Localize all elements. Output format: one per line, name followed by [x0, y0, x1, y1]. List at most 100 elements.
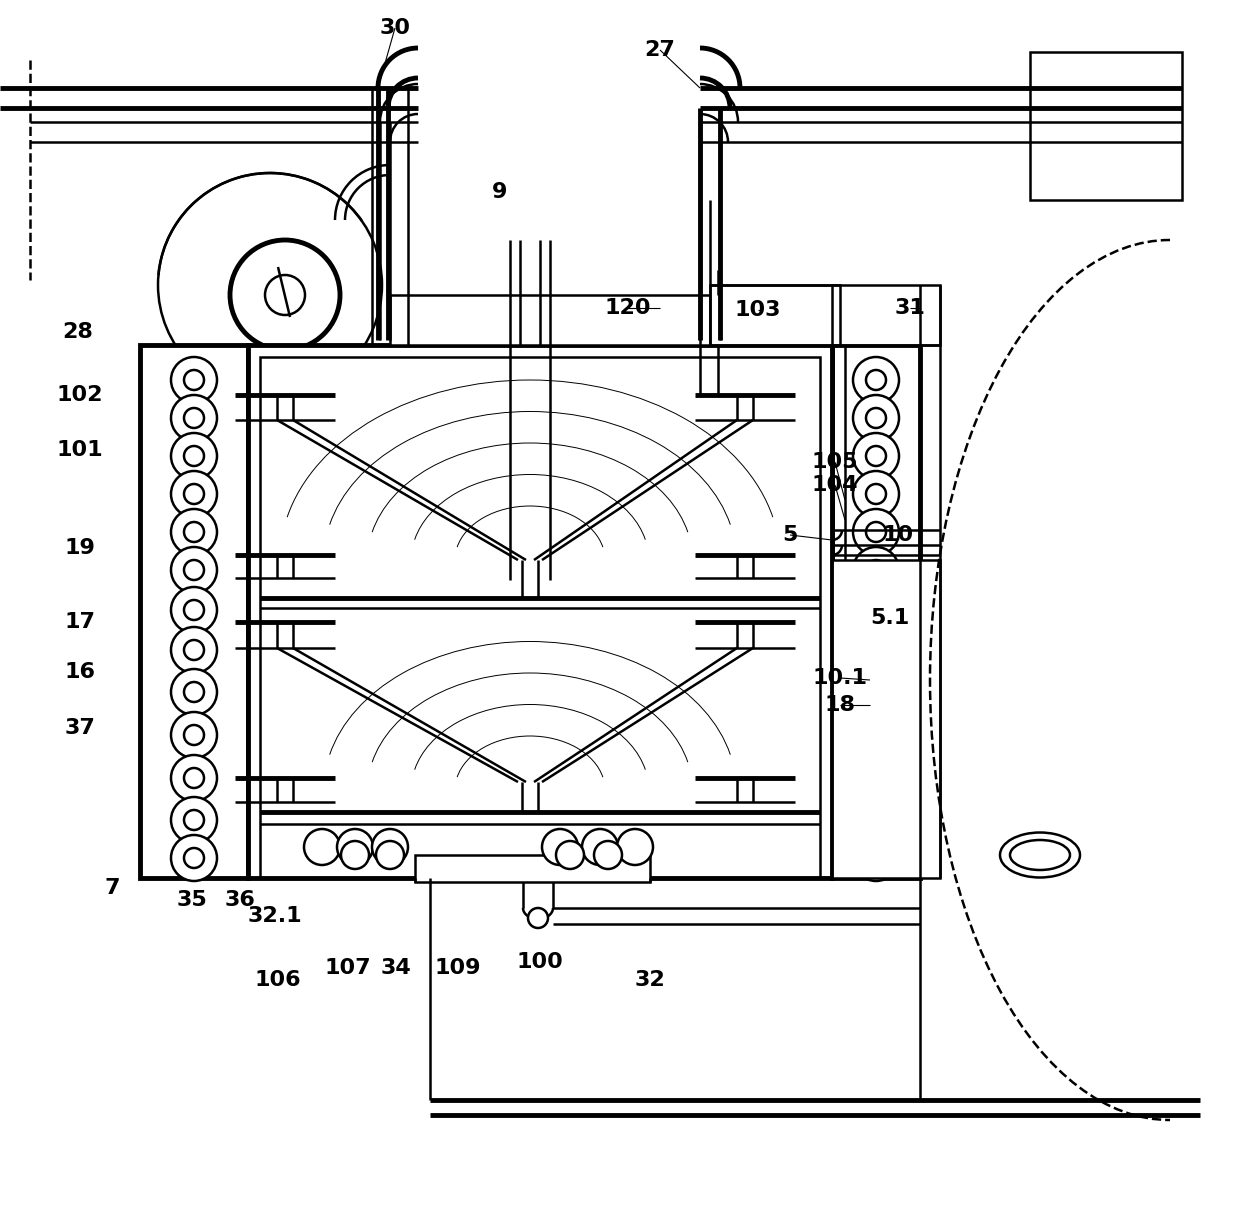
Circle shape [171, 627, 217, 673]
Text: 106: 106 [254, 970, 301, 989]
Text: 17: 17 [64, 612, 95, 632]
Circle shape [184, 768, 205, 788]
Circle shape [582, 829, 618, 865]
Circle shape [853, 627, 899, 673]
Circle shape [853, 755, 899, 801]
Bar [832, 345, 920, 878]
Bar [415, 855, 650, 882]
Circle shape [618, 829, 653, 865]
Circle shape [171, 395, 217, 442]
Text: 10.1: 10.1 [812, 668, 868, 689]
Bar [832, 560, 940, 878]
Bar [711, 285, 839, 345]
Text: 37: 37 [64, 718, 95, 737]
Text: 30: 30 [379, 18, 410, 38]
Circle shape [171, 587, 217, 634]
Circle shape [184, 446, 205, 466]
Circle shape [866, 682, 887, 702]
Circle shape [853, 547, 899, 593]
Circle shape [866, 725, 887, 745]
Circle shape [171, 755, 217, 801]
Text: 28: 28 [62, 322, 93, 342]
Circle shape [853, 509, 899, 555]
Text: 102: 102 [57, 385, 103, 405]
Circle shape [376, 841, 404, 870]
Text: 107: 107 [325, 958, 371, 978]
Bar [832, 285, 940, 345]
Circle shape [594, 841, 622, 870]
Text: 35: 35 [176, 890, 207, 910]
Circle shape [265, 275, 305, 316]
Text: 5: 5 [782, 525, 797, 545]
Circle shape [184, 484, 205, 504]
Circle shape [853, 712, 899, 758]
Text: 27: 27 [645, 40, 676, 60]
Circle shape [184, 810, 205, 830]
Circle shape [184, 848, 205, 868]
Text: 18: 18 [825, 695, 856, 715]
Circle shape [866, 600, 887, 620]
Circle shape [171, 669, 217, 715]
Circle shape [853, 587, 899, 634]
Circle shape [866, 446, 887, 466]
Text: 100: 100 [517, 951, 563, 972]
Text: 34: 34 [381, 958, 412, 978]
Bar [260, 357, 820, 878]
Text: 103: 103 [735, 300, 781, 320]
Circle shape [341, 841, 370, 870]
Circle shape [866, 522, 887, 542]
Circle shape [853, 797, 899, 843]
Circle shape [184, 600, 205, 620]
Circle shape [542, 829, 578, 865]
Bar [391, 295, 711, 345]
Circle shape [184, 560, 205, 580]
Circle shape [184, 522, 205, 542]
Bar [1030, 53, 1182, 201]
Text: 32.1: 32.1 [248, 906, 303, 926]
Circle shape [556, 841, 584, 870]
Circle shape [853, 357, 899, 404]
Circle shape [171, 509, 217, 555]
Circle shape [853, 669, 899, 715]
Circle shape [866, 560, 887, 580]
Bar [140, 345, 248, 878]
Circle shape [337, 829, 373, 865]
Circle shape [866, 484, 887, 504]
Circle shape [171, 835, 217, 881]
Circle shape [171, 712, 217, 758]
Text: 105: 105 [812, 453, 858, 472]
Circle shape [184, 371, 205, 390]
Circle shape [184, 640, 205, 660]
Circle shape [171, 433, 217, 479]
Circle shape [171, 357, 217, 404]
Bar [248, 345, 832, 878]
Circle shape [171, 471, 217, 517]
Circle shape [853, 433, 899, 479]
Text: 10: 10 [883, 525, 914, 545]
Text: 9: 9 [492, 182, 507, 202]
Circle shape [304, 829, 340, 865]
Text: 19: 19 [64, 538, 95, 558]
Text: 36: 36 [224, 890, 255, 910]
Circle shape [229, 240, 340, 350]
Text: 32: 32 [635, 970, 666, 989]
Circle shape [157, 172, 382, 397]
Text: 120: 120 [605, 298, 651, 318]
Circle shape [372, 829, 408, 865]
Circle shape [866, 848, 887, 868]
Circle shape [866, 768, 887, 788]
Circle shape [853, 471, 899, 517]
Circle shape [171, 797, 217, 843]
Circle shape [866, 810, 887, 830]
Circle shape [171, 547, 217, 593]
Text: 7: 7 [104, 878, 120, 898]
Circle shape [184, 725, 205, 745]
Circle shape [184, 408, 205, 428]
Circle shape [853, 395, 899, 442]
Text: 101: 101 [57, 440, 103, 460]
Text: 104: 104 [812, 475, 858, 495]
Text: 109: 109 [435, 958, 481, 978]
Text: 16: 16 [64, 662, 95, 682]
Circle shape [528, 907, 548, 928]
Text: 5.1: 5.1 [870, 608, 910, 627]
